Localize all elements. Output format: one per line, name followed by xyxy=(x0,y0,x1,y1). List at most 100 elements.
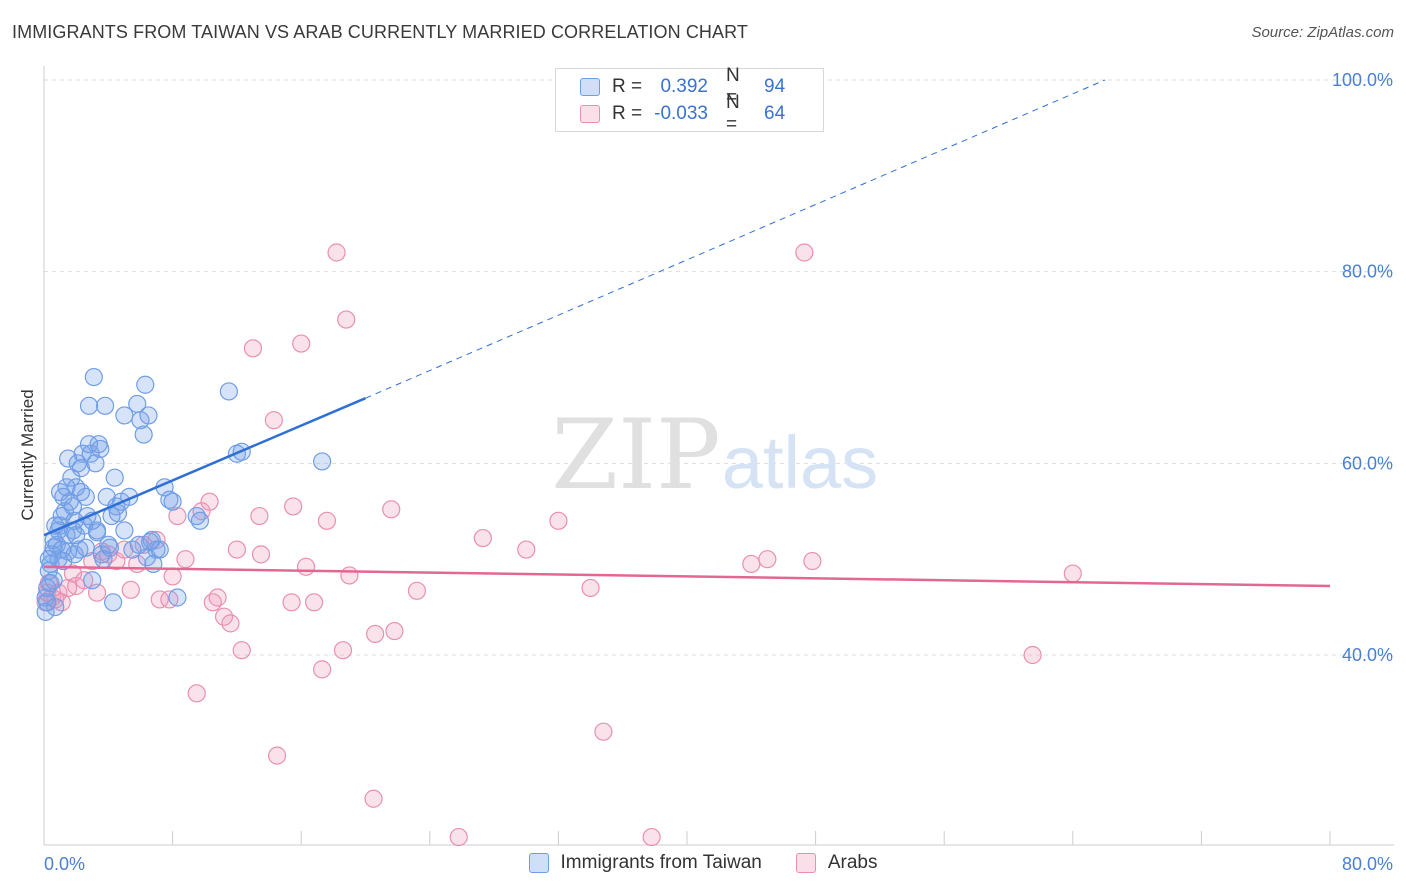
arabs-point xyxy=(473,528,492,548)
arabs-point xyxy=(163,567,182,586)
taiwan-point xyxy=(187,506,206,526)
taiwan-trend-extension xyxy=(365,79,1106,399)
arabs-point xyxy=(200,492,219,511)
taiwan-point xyxy=(79,435,99,454)
arabs-point xyxy=(267,746,287,765)
y-axis-label: Currently Married xyxy=(18,389,37,520)
taiwan-point xyxy=(63,497,83,516)
taiwan-point xyxy=(100,538,120,557)
taiwan-point xyxy=(163,492,182,511)
arabs-point xyxy=(333,641,353,660)
correlation-legend: R = 0.392 N = 94 R = -0.033 N = 64 xyxy=(555,65,824,135)
arabs-point xyxy=(214,607,234,626)
taiwan-point xyxy=(68,454,87,473)
taiwan-point xyxy=(104,593,123,612)
arabs-point xyxy=(243,339,263,358)
taiwan-point xyxy=(105,468,124,487)
arabs-point xyxy=(150,590,169,609)
taiwan-point xyxy=(57,478,76,497)
arabs-point xyxy=(340,566,359,585)
taiwan-swatch xyxy=(528,853,549,873)
taiwan-point xyxy=(160,490,179,509)
arabs-swatch xyxy=(580,105,600,123)
legend-item-arabs[interactable]: Arabs xyxy=(795,852,878,874)
y-tick-label: 80.0% xyxy=(1342,262,1393,282)
taiwan-swatch xyxy=(580,78,600,96)
arabs-point xyxy=(296,557,316,576)
taiwan-points xyxy=(36,367,332,621)
arabs-point xyxy=(581,578,600,598)
arabs-point xyxy=(292,334,311,353)
taiwan-point xyxy=(219,382,238,401)
taiwan-point xyxy=(134,425,153,444)
arabs-point xyxy=(251,545,271,564)
tick-labels: 40.0% 60.0% 80.0% 100.0% 0.0% 80.0% xyxy=(44,70,1393,874)
axes xyxy=(43,66,1394,846)
legend-row-arabs: R = -0.033 N = 64 xyxy=(580,92,785,135)
legend-label-taiwan: Immigrants from Taiwan xyxy=(560,852,762,873)
taiwan-point xyxy=(190,511,210,530)
taiwan-point xyxy=(54,551,73,571)
arabs-point xyxy=(312,660,332,679)
taiwan-point xyxy=(71,482,91,502)
r-value: -0.033 xyxy=(654,103,708,124)
arabs-point xyxy=(1023,645,1042,665)
x-tick-label: 0.0% xyxy=(44,854,85,874)
taiwan-point xyxy=(38,593,57,612)
taiwan-point xyxy=(115,521,134,540)
watermark-zip: ZIP xyxy=(551,399,720,511)
taiwan-point xyxy=(84,367,103,387)
arabs-point xyxy=(642,827,661,847)
taiwan-point xyxy=(86,454,105,473)
chart-title: IMMIGRANTS FROM TAIWAN VS ARAB CURRENTLY… xyxy=(12,22,749,42)
arabs-point xyxy=(449,827,468,847)
arabs-point xyxy=(327,243,346,262)
arabs-point xyxy=(168,506,187,526)
arabs-point xyxy=(549,511,568,530)
arabs-swatch xyxy=(795,853,816,873)
arabs-point xyxy=(364,789,383,808)
taiwan-point xyxy=(76,538,95,557)
legend-item-taiwan[interactable]: Immigrants from Taiwan xyxy=(528,852,762,874)
arabs-point xyxy=(366,624,385,644)
taiwan-point xyxy=(136,375,155,394)
arabs-point xyxy=(1063,564,1082,583)
r-label: R = xyxy=(612,76,643,97)
arabs-point xyxy=(758,550,777,569)
arabs-point xyxy=(385,621,404,641)
arabs-point xyxy=(742,554,761,574)
taiwan-point xyxy=(312,452,332,471)
series-legend: Immigrants from Taiwan Arabs xyxy=(0,852,1406,874)
taiwan-point xyxy=(87,523,107,542)
source-note: Source: ZipAtlas.com xyxy=(1251,24,1394,41)
y-tick-label: 40.0% xyxy=(1342,645,1393,665)
taiwan-point xyxy=(79,396,99,415)
arabs-point xyxy=(517,540,536,559)
legend-label-arabs: Arabs xyxy=(827,852,878,873)
arabs-point xyxy=(382,500,401,519)
n-label: N = xyxy=(726,65,740,108)
trend-lines xyxy=(43,79,1331,588)
taiwan-point xyxy=(59,449,78,468)
taiwan-point xyxy=(91,439,110,459)
r-value: 0.392 xyxy=(660,76,708,97)
arabs-point xyxy=(232,641,251,660)
taiwan-point xyxy=(83,571,102,590)
arabs-point xyxy=(187,684,206,703)
taiwan-point xyxy=(99,535,118,554)
taiwan-point xyxy=(168,588,187,607)
x-tick-label: 80.0% xyxy=(1342,854,1393,874)
arabs-point xyxy=(176,550,195,569)
watermark-atlas: atlas xyxy=(722,421,878,504)
arabs-point xyxy=(795,243,814,262)
taiwan-point xyxy=(65,545,84,564)
arabs-point xyxy=(121,580,140,599)
n-label: N = xyxy=(726,92,740,135)
taiwan-point xyxy=(44,571,63,590)
arabs-point xyxy=(264,411,283,430)
arabs-point xyxy=(337,310,356,329)
arabs-point xyxy=(803,551,822,571)
arabs-points xyxy=(36,243,1082,847)
taiwan-trend-line xyxy=(43,397,366,537)
